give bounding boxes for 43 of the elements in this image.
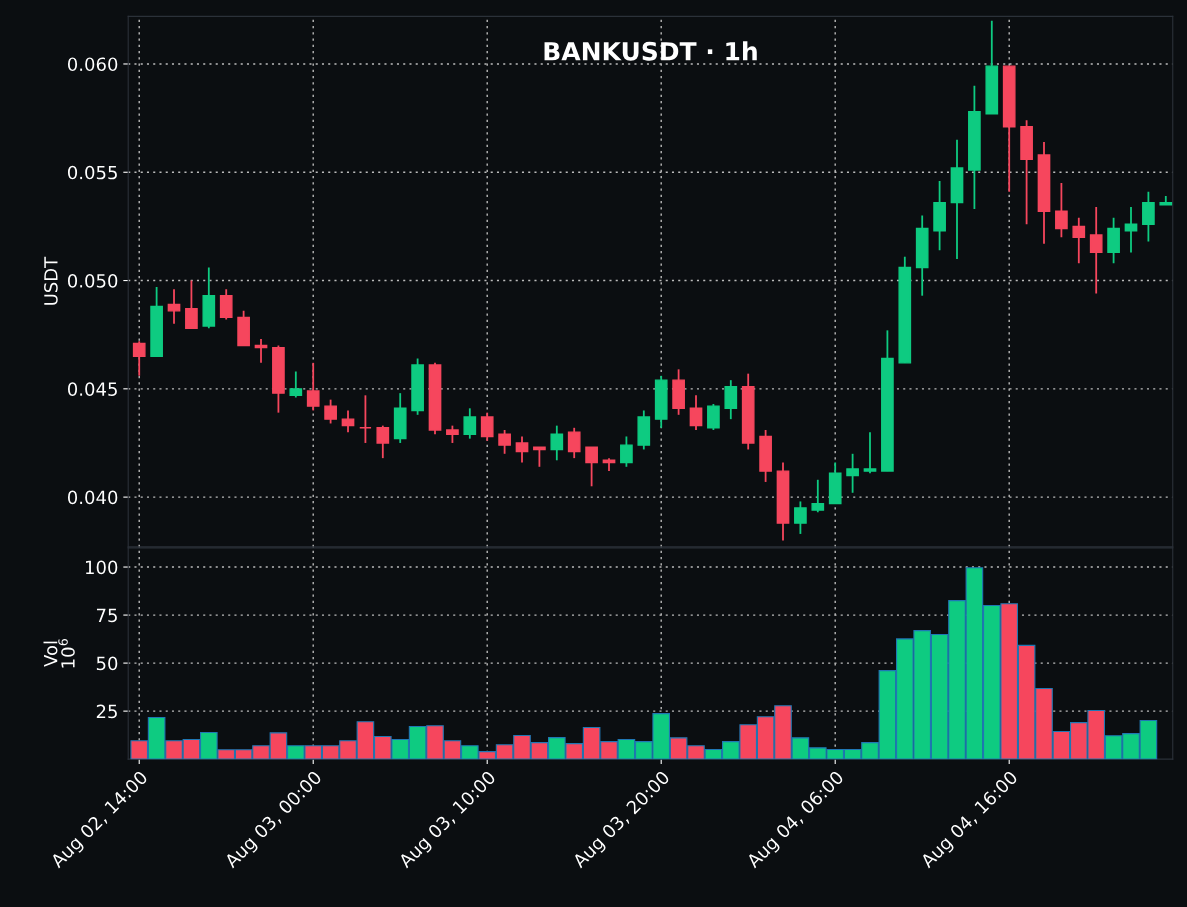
y-tick-label: 50	[96, 656, 118, 671]
candlestick	[567, 426, 581, 460]
candlestick	[1072, 216, 1086, 265]
text: BANKUSDT · 1h	[544, 41, 757, 61]
candlestick	[1142, 190, 1155, 243]
candlestick	[863, 431, 877, 475]
candlestick	[167, 288, 181, 325]
candlestick	[498, 429, 511, 455]
candlestick	[794, 500, 807, 535]
candlestick	[341, 409, 355, 434]
y-tick-label: 0.060	[67, 57, 118, 72]
candlestick	[376, 424, 390, 460]
candlestick	[185, 279, 198, 330]
y-tick-label: 25	[96, 704, 117, 719]
candlestick	[689, 394, 703, 431]
candlestick	[533, 446, 546, 468]
candlestick	[515, 435, 529, 464]
y-axis-title: Vol 10$^{6}$	[43, 638, 75, 668]
candlestick	[1089, 206, 1103, 295]
candlestick	[1107, 216, 1120, 265]
candlestick	[289, 370, 303, 399]
candlestick	[550, 424, 564, 462]
candlestick	[811, 478, 825, 514]
y-tick-label: 0.045	[67, 382, 117, 396]
candlestick	[620, 435, 633, 468]
candlestick	[724, 379, 738, 421]
candlestick	[132, 340, 146, 377]
y-tick-label: 0.055	[67, 165, 117, 180]
candlestick	[324, 398, 337, 425]
y-tick-label: 0.040	[67, 490, 118, 505]
y-axis-title: USDT	[44, 256, 58, 305]
candlestick	[585, 446, 598, 488]
candlestick	[846, 452, 859, 494]
candlestick	[219, 288, 233, 321]
candlestick	[463, 407, 477, 440]
candlestick	[306, 361, 320, 412]
candlestick	[707, 403, 720, 431]
y-tick-label: 100	[85, 560, 118, 575]
y-tick-label: 0.050	[67, 274, 118, 288]
candlestick	[1055, 182, 1068, 239]
y-tick-label: 75	[96, 608, 117, 623]
candlestick	[359, 394, 372, 444]
candlestick	[480, 411, 494, 442]
